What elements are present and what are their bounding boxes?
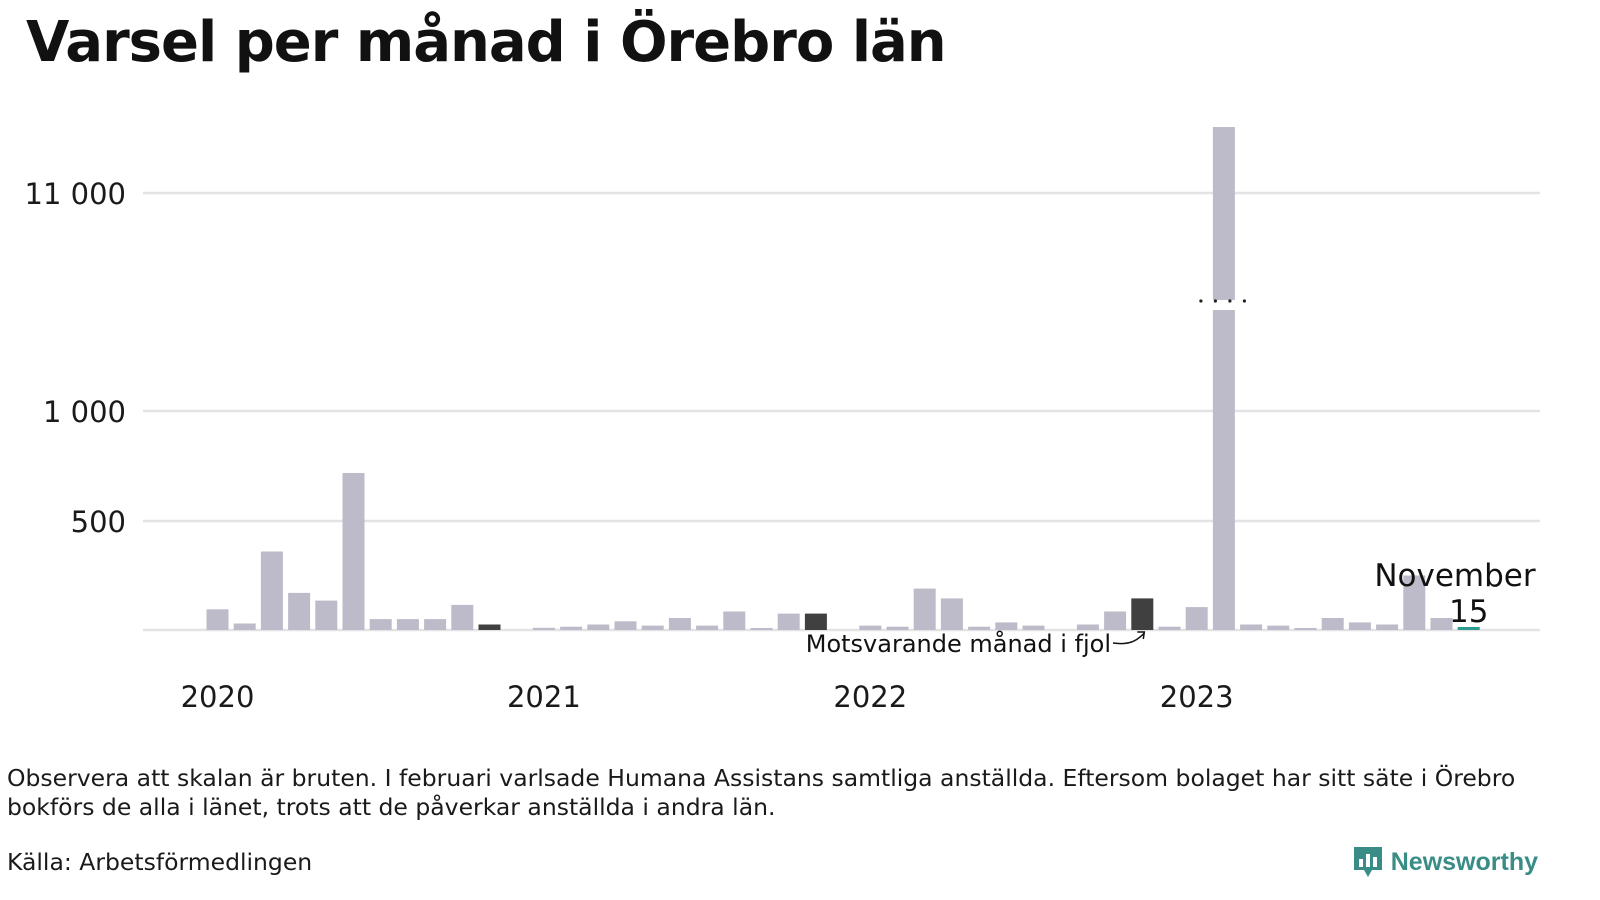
bar-2021-02 (560, 626, 583, 630)
chart-note: Observera att skalan är bruten. I februa… (7, 764, 1516, 821)
bar-2020-05 (315, 600, 338, 630)
axis-break-dot (1213, 299, 1217, 303)
bar-2022-04 (940, 598, 963, 630)
axis-break-dot (1199, 299, 1203, 303)
bar-2022-02 (886, 626, 909, 630)
axis-break-dot (1242, 299, 1246, 303)
x-year-label: 2022 (833, 680, 907, 714)
axis-break-dot (1228, 299, 1232, 303)
bar-2021-06 (668, 618, 691, 630)
bar-2022-07 (1022, 625, 1045, 630)
bar-2023-02 (1212, 127, 1235, 630)
bar-2023-06 (1321, 618, 1344, 630)
grid-lines: 11 000 1 000 500 (25, 177, 1540, 632)
bar-2020-03 (260, 551, 283, 630)
bar-2023-04 (1267, 625, 1290, 630)
bar-2022-01 (859, 625, 882, 630)
bar-2022-06 (995, 622, 1018, 630)
bar-2020-09 (424, 619, 447, 630)
bar-2022-11 (1131, 598, 1154, 630)
bar-2020-07 (369, 619, 392, 630)
bar-2022-12 (1158, 626, 1181, 630)
bar-2021-07 (696, 625, 719, 630)
previous-year-arrow (1112, 632, 1145, 645)
bar-2022-10 (1104, 611, 1127, 630)
bar-2021-10 (777, 613, 800, 630)
bar-2023-09 (1403, 575, 1426, 630)
bar-2021-01 (532, 627, 555, 630)
y-tick-label: 1 000 (43, 395, 126, 429)
bar-2020-02 (233, 623, 256, 630)
bar-2020-01 (206, 609, 229, 630)
source-text: Källa: Arbetsförmedlingen (7, 848, 313, 876)
bar-2022-05 (968, 626, 991, 630)
bar-2023-10 (1430, 618, 1453, 630)
bar-2021-03 (587, 624, 610, 630)
bar-2022-03 (913, 588, 936, 630)
bar-2023-11 (1457, 627, 1480, 630)
axis-break-gap (1211, 300, 1236, 310)
bar-2020-08 (396, 619, 419, 630)
brand-logo: Newsworthy (1351, 844, 1538, 880)
current-value-label: 15 (1449, 594, 1488, 630)
bar-2020-11 (478, 624, 501, 630)
x-year-label: 2021 (507, 680, 581, 714)
bar-2023-07 (1348, 622, 1371, 630)
bar-2021-04 (614, 621, 637, 630)
bar-2023-03 (1240, 624, 1263, 630)
bar-2021-05 (641, 625, 664, 630)
bar-2021-11 (804, 613, 827, 630)
x-year-label: 2023 (1160, 680, 1234, 714)
bar-2023-05 (1294, 628, 1317, 630)
newsworthy-logo-icon (1353, 847, 1382, 877)
x-year-label: 2020 (181, 680, 255, 714)
y-tick-label: 500 (71, 505, 126, 539)
bar-2023-08 (1376, 624, 1399, 630)
bar-2022-09 (1076, 624, 1099, 630)
y-tick-label: 11 000 (25, 177, 126, 211)
bar-2020-04 (288, 592, 311, 630)
bar-2021-09 (750, 628, 773, 630)
bar-2020-06 (342, 473, 365, 630)
brand-name: Newsworthy (1390, 847, 1538, 876)
previous-year-label: Motsvarande månad i fjol (806, 629, 1111, 658)
arrow-head-icon (1137, 631, 1146, 640)
bar-2020-10 (451, 604, 474, 630)
chart-title: Varsel per månad i Örebro län (26, 10, 947, 75)
current-month-label: November (1374, 558, 1536, 594)
bar-2023-01 (1185, 607, 1208, 630)
bars (206, 127, 1480, 630)
bar-2021-08 (723, 611, 746, 630)
